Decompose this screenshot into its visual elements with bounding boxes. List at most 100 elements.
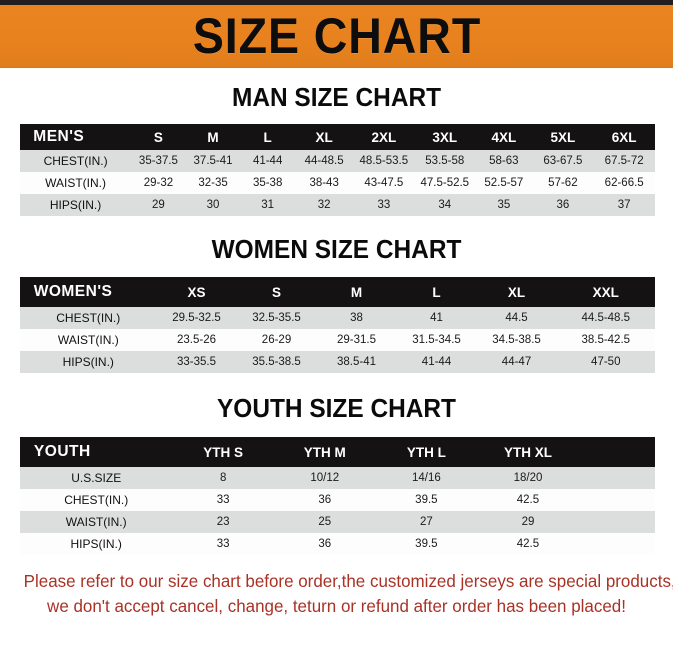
man-col-header-m: M	[207, 129, 219, 145]
table-row: HIPS(IN.) 29 30 31 32 33 34 35 36 37	[20, 194, 655, 216]
women-chest-l: 41	[430, 312, 443, 324]
man-chest-4xl: 58-63	[489, 155, 519, 167]
women-col-header-m: M	[350, 284, 363, 300]
youth-ussize-yth-m: 10/12	[310, 472, 340, 484]
man-col-header-5xl: 5XL	[550, 129, 576, 145]
page-banner: SIZE CHART	[0, 5, 673, 68]
man-col-header-l: L	[263, 129, 272, 145]
women-size-table: WOMEN'S XS S M L XL XXL CHEST(IN.) 29.5-…	[20, 277, 655, 373]
man-row-label-waist: WAIST(IN.)	[45, 176, 106, 190]
youth-row-label-chest: CHEST(IN.)	[64, 493, 129, 507]
man-waist-l: 35-38	[252, 177, 283, 189]
youth-chest-yth-m: 36	[318, 494, 332, 506]
women-chest-xs: 29.5-32.5	[172, 312, 221, 324]
man-hips-xl: 32	[317, 199, 331, 211]
table-row: HIPS(IN.) 33 36 39.5 42.5	[20, 533, 655, 555]
man-col-header-4xl: 4XL	[491, 129, 517, 145]
footer-disclaimer: Please refer to our size chart before or…	[23, 569, 673, 620]
man-chest-5xl: 63-67.5	[543, 155, 583, 167]
man-chest-2xl: 48.5-53.5	[359, 155, 409, 167]
youth-col-header-spacer	[579, 437, 655, 467]
women-col-header-xs: XS	[187, 284, 206, 300]
youth-col-header-yth-xl: YTH XL	[503, 444, 552, 460]
women-col-header-xxl: XXL	[592, 284, 619, 300]
man-col-header-3xl: 3XL	[432, 129, 458, 145]
man-table-header-row: MEN'S S M L XL 2XL 3XL 4XL 5XL 6XL	[20, 124, 655, 150]
man-chest-m: 37.5-41	[193, 155, 233, 167]
youth-hips-yth-xl: 42.5	[516, 538, 540, 550]
youth-hips-spacer	[579, 533, 655, 555]
man-chest-6xl: 67.5-72	[604, 155, 644, 167]
women-waist-xxl: 38.5-42.5	[581, 334, 631, 346]
table-row: CHEST(IN.) 33 36 39.5 42.5	[20, 489, 655, 511]
table-row: U.S.SIZE 8 10/12 14/16 18/20	[20, 467, 655, 489]
man-col-header-6xl: 6XL	[611, 129, 637, 145]
top-dark-strip	[0, 0, 673, 5]
youth-chest-yth-xl: 42.5	[516, 494, 540, 506]
table-row: CHEST(IN.) 29.5-32.5 32.5-35.5 38 41 44.…	[20, 307, 655, 329]
man-hips-s: 29	[152, 199, 165, 211]
man-waist-4xl: 52.5-57	[484, 177, 524, 189]
women-col-header-l: L	[432, 284, 441, 300]
man-hips-6xl: 37	[617, 199, 631, 211]
man-row-label-hips: HIPS(IN.)	[49, 198, 102, 212]
table-row: WAIST(IN.) 23.5-26 26-29 29-31.5 31.5-34…	[20, 329, 655, 351]
man-chest-s: 35-37.5	[138, 155, 178, 167]
man-waist-m: 32-35	[198, 177, 228, 189]
youth-row-label-ussize: U.S.SIZE	[71, 471, 122, 485]
women-col-header-s: S	[272, 284, 282, 300]
man-hips-l: 31	[261, 199, 275, 211]
youth-row-label-hips: HIPS(IN.)	[70, 537, 122, 551]
women-hips-xxl: 47-50	[591, 356, 621, 368]
youth-table-wrapper: YOUTH YTH S YTH M YTH L YTH XL U.S.SIZE …	[20, 437, 655, 555]
man-hips-5xl: 36	[556, 199, 570, 211]
youth-col-header-yth-s: YTH S	[203, 444, 244, 460]
women-waist-xs: 23.5-26	[177, 334, 217, 346]
man-hips-4xl: 35	[497, 199, 511, 211]
man-table-wrapper: MEN'S S M L XL 2XL 3XL 4XL 5XL 6XL CHEST…	[20, 124, 655, 216]
man-section-title: MAN SIZE CHART	[231, 82, 442, 112]
women-waist-m: 29-31.5	[337, 334, 377, 346]
youth-row-label-waist: WAIST(IN.)	[65, 515, 127, 529]
table-row: WAIST(IN.) 23 25 27 29	[20, 511, 655, 533]
man-col-header-s: S	[153, 129, 163, 145]
women-col-header-xl: XL	[507, 284, 526, 300]
youth-hips-yth-m: 36	[318, 538, 332, 550]
footer-line-1: Please refer to our size chart before or…	[23, 571, 673, 591]
man-col-header-2xl: 2XL	[371, 129, 397, 145]
women-chest-xl: 44.5	[505, 312, 528, 324]
youth-waist-yth-l: 27	[419, 516, 433, 528]
man-hips-m: 30	[206, 199, 220, 211]
man-waist-2xl: 43-47.5	[364, 177, 404, 189]
man-waist-xl: 38-43	[309, 177, 339, 189]
table-row: CHEST(IN.) 35-37.5 37.5-41 41-44 44-48.5…	[20, 150, 655, 172]
youth-chest-yth-l: 39.5	[415, 494, 438, 506]
youth-ussize-yth-xl: 18/20	[513, 472, 543, 484]
man-chest-xl: 44-48.5	[304, 155, 344, 167]
man-col-header-xl: XL	[315, 129, 333, 145]
women-hips-xs: 33-35.5	[177, 356, 217, 368]
youth-waist-yth-xl: 29	[521, 516, 535, 528]
youth-table-header-row: YOUTH YTH S YTH M YTH L YTH XL	[20, 437, 655, 467]
youth-size-table: YOUTH YTH S YTH M YTH L YTH XL U.S.SIZE …	[20, 437, 655, 555]
man-waist-s: 29-32	[143, 177, 174, 189]
youth-chest-yth-s: 33	[216, 494, 230, 506]
youth-chest-spacer	[579, 489, 655, 511]
man-waist-5xl: 57-62	[548, 177, 578, 189]
women-waist-xl: 34.5-38.5	[492, 334, 541, 346]
women-chest-s: 32.5-35.5	[252, 312, 301, 324]
man-corner-label: MEN'S	[33, 128, 85, 145]
man-waist-6xl: 62-66.5	[604, 177, 644, 189]
women-waist-s: 26-29	[261, 334, 292, 346]
man-chest-3xl: 53.5-58	[425, 155, 465, 167]
footer-line-2: we don't accept cancel, change, teturn o…	[47, 596, 626, 617]
women-chest-m: 38	[350, 312, 363, 324]
women-section-title: WOMEN SIZE CHART	[211, 234, 462, 264]
man-chest-l: 41-44	[252, 155, 283, 167]
women-hips-s: 35.5-38.5	[252, 356, 301, 368]
youth-waist-spacer	[579, 511, 655, 533]
youth-col-header-yth-m: YTH M	[303, 444, 346, 460]
women-row-label-chest: CHEST(IN.)	[56, 311, 121, 325]
women-table-wrapper: WOMEN'S XS S M L XL XXL CHEST(IN.) 29.5-…	[20, 277, 655, 373]
